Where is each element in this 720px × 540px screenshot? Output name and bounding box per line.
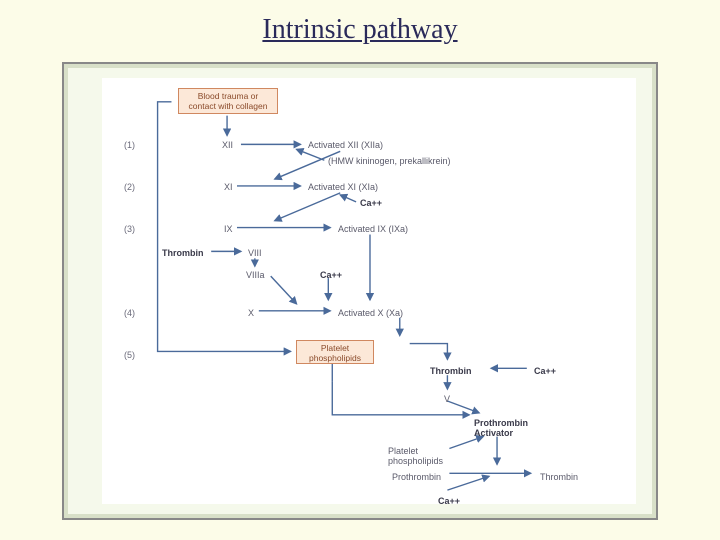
label-prothrombin: Prothrombin [392, 472, 441, 482]
label-ixa: Activated IX (IXa) [338, 224, 408, 234]
step-s4: (4) [124, 308, 135, 318]
page-title: Intrinsic pathway [0, 0, 720, 46]
label-v: V [444, 394, 450, 404]
path-p-xa-tothr [410, 344, 448, 360]
arrow-a-ca4 [447, 476, 489, 490]
label-xia: Activated XI (XIa) [308, 182, 378, 192]
diagram-canvas: (1) (2) (3) (4) (5) Blood trauma or contact w… [102, 78, 636, 504]
label-hmw: (HMW kininogen, prekallikrein) [328, 156, 451, 166]
arrow-a-xia-down [275, 193, 341, 221]
label-xi: XI [224, 182, 233, 192]
label-ca3: Ca++ [534, 366, 556, 376]
label-viiia: VIIIa [246, 270, 265, 280]
label-thrombin2: Thrombin [430, 366, 472, 376]
label-xa: Activated X (Xa) [338, 308, 403, 318]
step-s3: (3) [124, 224, 135, 234]
box-trauma: Blood trauma or contact with collagen [178, 88, 278, 114]
label-platelet2: Platelet phospholipids [388, 446, 443, 466]
step-s5: (5) [124, 350, 135, 360]
label-thrombin3: Thrombin [540, 472, 578, 482]
step-s1: (1) [124, 140, 135, 150]
box-platelet1: Platelet phospholipids [296, 340, 374, 364]
label-ix: IX [224, 224, 233, 234]
arrow-a-v-down [447, 401, 479, 413]
diagram-frame: (1) (2) (3) (4) (5) Blood trauma or contact w… [62, 62, 658, 520]
arrow-a-ca1 [340, 195, 356, 202]
label-proact: Prothrombin Activator [474, 418, 528, 438]
label-xiia: Activated XII (XIIa) [308, 140, 383, 150]
arrow-a-plate2 [449, 437, 483, 449]
arrow-a-hmw [297, 149, 325, 160]
label-viii: VIII [248, 248, 262, 258]
label-x: X [248, 308, 254, 318]
arrow-a-viiia-down [271, 276, 297, 304]
label-ca4: Ca++ [438, 496, 460, 506]
label-ca1: Ca++ [360, 198, 382, 208]
label-ca2: Ca++ [320, 270, 342, 280]
step-s2: (2) [124, 182, 135, 192]
label-xii: XII [222, 140, 233, 150]
label-thrombin1: Thrombin [162, 248, 204, 258]
